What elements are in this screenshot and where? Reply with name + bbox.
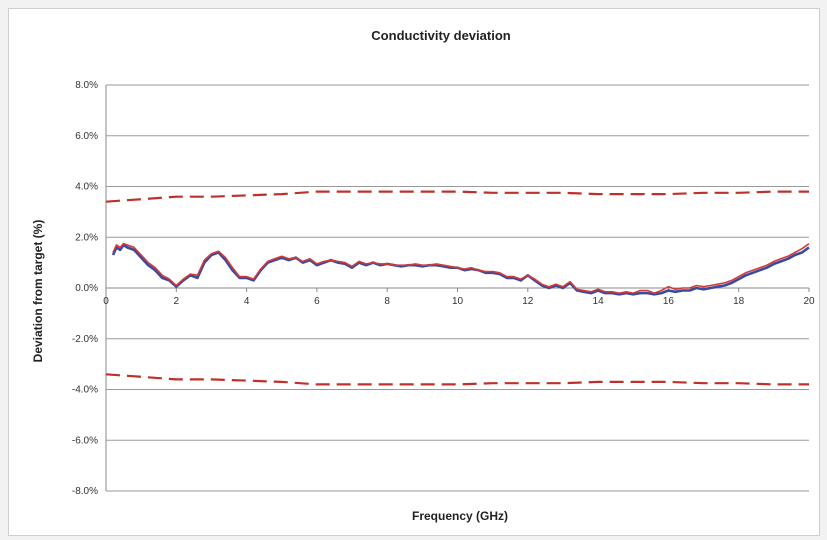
- series-line-lower-limit: [105, 373, 809, 386]
- y-tick-label: -8.0%: [72, 486, 98, 497]
- series-line-measured-2: [112, 242, 810, 294]
- x-tick-label: 10: [452, 296, 464, 307]
- y-axis-label: Deviation from target (%): [31, 220, 45, 363]
- x-tick-label: 8: [384, 296, 390, 307]
- x-tick-label: 20: [803, 296, 815, 307]
- y-tick-label: 6.0%: [75, 131, 98, 142]
- x-tick-label: 2: [174, 296, 180, 307]
- y-tick-label: -4.0%: [72, 385, 98, 396]
- y-tick-label: -6.0%: [72, 435, 98, 446]
- y-tick-label: 2.0%: [75, 232, 98, 243]
- tick-labels: 8.0% 6.0% 4.0% 2.0% 0.0% -2.0% -4.0% -6.0% -8.0%…: [72, 80, 815, 497]
- x-tick-label: 14: [593, 296, 605, 307]
- series-lines: [105, 190, 810, 386]
- x-axis-label: Frequency (GHz): [412, 509, 508, 523]
- conductivity-deviation-chart: Conductivity deviation Frequency (GHz) D…: [31, 28, 815, 523]
- gridlines: [106, 84, 809, 492]
- chart-frame: Conductivity deviation Frequency (GHz) D…: [8, 8, 820, 536]
- x-tick-label: 18: [733, 296, 745, 307]
- x-tick-label: 12: [522, 296, 534, 307]
- y-tick-label: 0.0%: [75, 283, 98, 294]
- x-tick-label: 0: [103, 296, 109, 307]
- series-line-upper-limit: [105, 190, 809, 203]
- x-tick-label: 4: [244, 296, 250, 307]
- y-tick-label: 8.0%: [75, 80, 98, 91]
- y-tick-label: 4.0%: [75, 182, 98, 193]
- y-tick-label: -2.0%: [72, 334, 98, 345]
- x-tick-label: 6: [314, 296, 320, 307]
- x-tick-label: 16: [663, 296, 675, 307]
- chart-title: Conductivity deviation: [371, 28, 510, 43]
